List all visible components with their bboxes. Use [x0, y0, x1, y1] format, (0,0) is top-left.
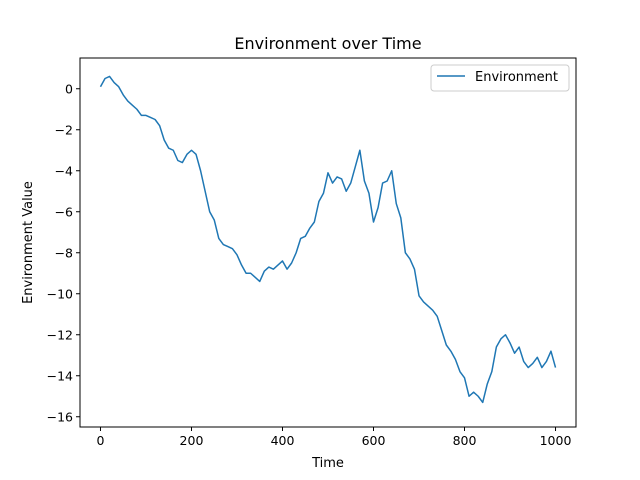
plot-area — [80, 58, 576, 427]
y-axis-ticks: 0 −2 −4 −6 −8 −10 −12 −14 −16 — [47, 81, 80, 424]
series-line-1 — [99, 75, 557, 404]
x-axis-ticks: 0 200 400 600 800 1000 — [97, 427, 572, 448]
legend: Environment — [430, 64, 570, 92]
data-layer — [99, 75, 557, 404]
y-tick-label: −12 — [47, 327, 73, 342]
x-tick-label: 600 — [362, 433, 386, 448]
x-axis-label: Time — [311, 456, 344, 471]
y-tick-label: −8 — [55, 245, 73, 260]
legend-label: Environment — [475, 70, 558, 85]
x-tick-label: 800 — [453, 433, 477, 448]
y-axis-label: Environment Value — [21, 181, 36, 304]
x-tick-label: 1000 — [540, 433, 572, 448]
y-tick-label: −6 — [55, 204, 73, 219]
y-tick-label: −2 — [55, 122, 73, 137]
x-tick-label: 400 — [271, 433, 295, 448]
y-tick-label: 0 — [65, 81, 73, 96]
chart-title: Environment over Time — [234, 34, 421, 53]
y-tick-label: −10 — [47, 286, 73, 301]
x-tick-label: 200 — [180, 433, 204, 448]
y-tick-label: −16 — [47, 409, 73, 424]
legend-box — [430, 64, 570, 92]
y-tick-label: −4 — [55, 163, 73, 178]
axes-frame — [79, 57, 577, 428]
x-tick-label: 0 — [97, 433, 105, 448]
y-tick-label: −14 — [47, 368, 73, 383]
